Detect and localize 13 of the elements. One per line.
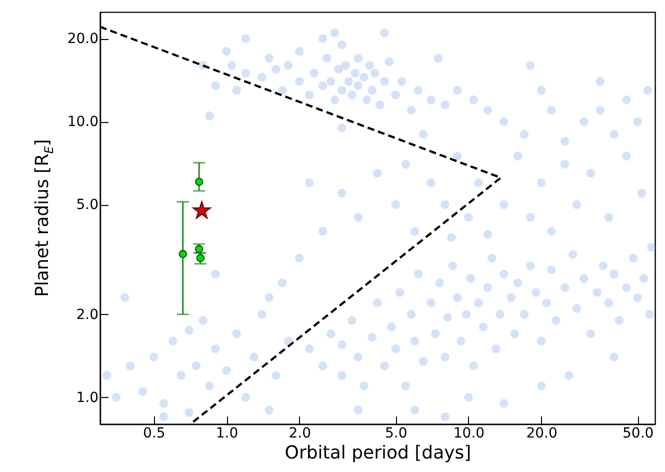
y-tick-label: 20.0 <box>67 31 98 48</box>
x-tick-label: 0.5 <box>143 426 166 442</box>
x-tick-label: 10.0 <box>453 426 485 442</box>
x-tick-label: 20.0 <box>526 426 558 442</box>
y-tick-label: 2.0 <box>76 306 98 323</box>
y-tick-label: 1.0 <box>76 390 98 406</box>
x-tick-label: 1.0 <box>216 426 238 442</box>
x-tick-label: 50.0 <box>622 426 654 442</box>
y-tick-label: 10.0 <box>67 114 98 130</box>
x-axis-title: Orbital period [days] <box>284 442 472 464</box>
x-tick-label: 5.0 <box>385 426 408 442</box>
x-tick-label: 2.0 <box>288 426 311 442</box>
y-tick-label: 5.0 <box>76 197 98 214</box>
